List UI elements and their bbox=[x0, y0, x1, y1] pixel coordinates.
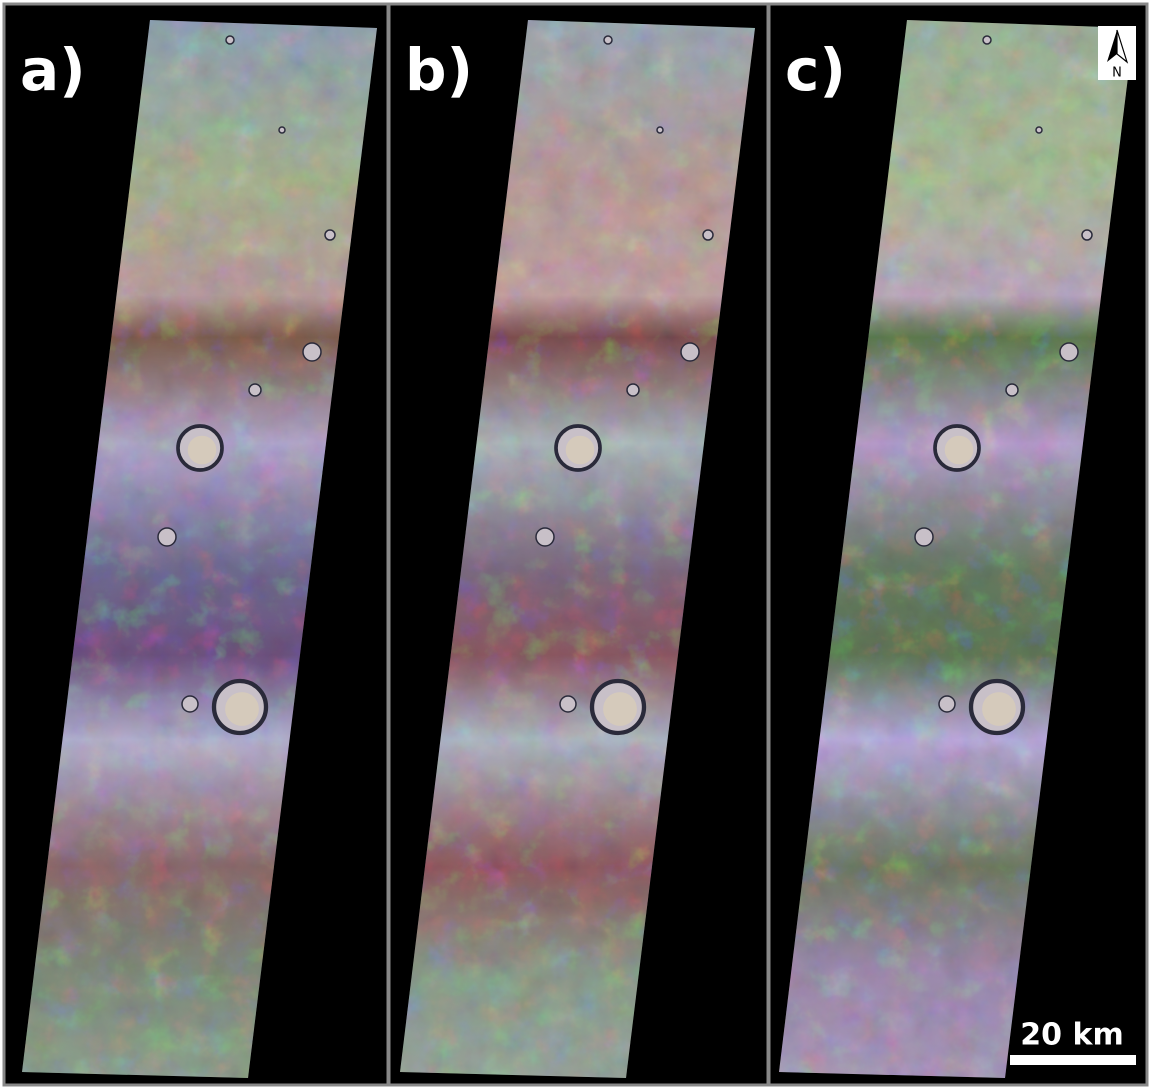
crater bbox=[983, 36, 991, 44]
crater-floor bbox=[982, 692, 1016, 726]
scale-bar: 20 km bbox=[1010, 1018, 1136, 1066]
crater bbox=[1036, 127, 1042, 133]
crater bbox=[536, 528, 554, 546]
panel-label: b) bbox=[405, 36, 473, 104]
crater bbox=[939, 696, 955, 712]
panel: c) bbox=[769, 4, 1147, 1085]
crater-floor bbox=[945, 436, 974, 465]
crater bbox=[249, 384, 261, 396]
crater-floor bbox=[188, 436, 217, 465]
crater bbox=[182, 696, 198, 712]
crater bbox=[627, 384, 639, 396]
crater-floor bbox=[225, 692, 259, 726]
crater bbox=[703, 230, 713, 240]
scale-rule bbox=[1010, 1055, 1136, 1065]
crater bbox=[226, 36, 234, 44]
crater bbox=[1082, 230, 1092, 240]
crater bbox=[1060, 343, 1078, 361]
north-label: N bbox=[1112, 66, 1122, 81]
panel: b) bbox=[389, 4, 768, 1085]
crater bbox=[303, 343, 321, 361]
crater-floor bbox=[566, 436, 595, 465]
crater bbox=[560, 696, 576, 712]
crater bbox=[325, 230, 335, 240]
crater bbox=[915, 528, 933, 546]
figure: a) b) c) N 20 km bbox=[0, 0, 1151, 1089]
crater bbox=[1006, 384, 1018, 396]
crater bbox=[681, 343, 699, 361]
crater bbox=[657, 127, 663, 133]
scale-label: 20 km bbox=[1020, 1018, 1123, 1053]
crater bbox=[279, 127, 285, 133]
panels: a) b) c) bbox=[4, 4, 1147, 1085]
panel-label: a) bbox=[20, 36, 86, 104]
north-arrow: N bbox=[1098, 26, 1136, 81]
panel-label: c) bbox=[785, 36, 846, 104]
panel: a) bbox=[4, 4, 388, 1085]
crater bbox=[158, 528, 176, 546]
crater bbox=[604, 36, 612, 44]
crater-floor bbox=[603, 692, 637, 726]
